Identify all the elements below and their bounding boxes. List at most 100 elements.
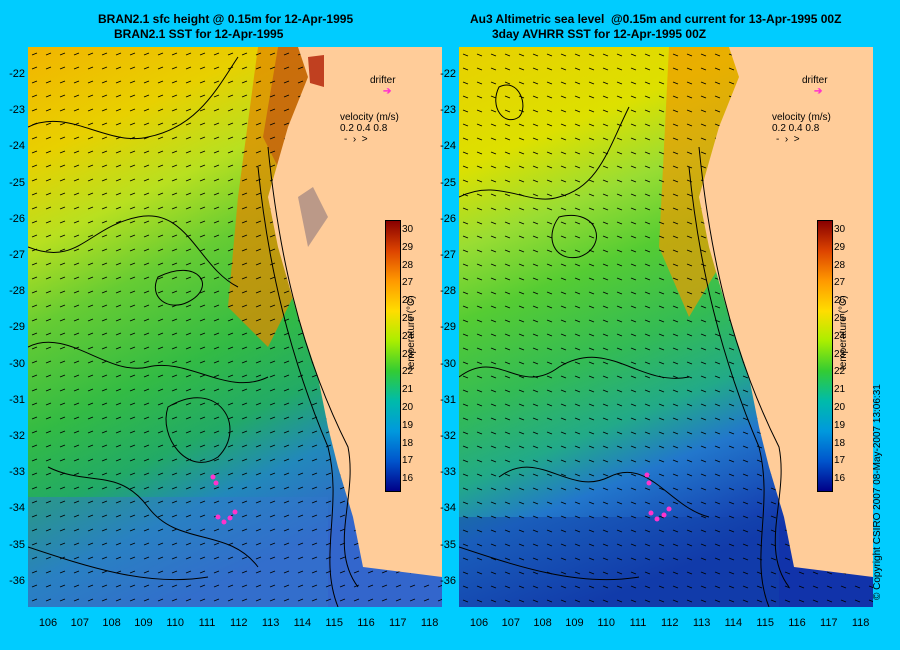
left-lat-label: -34: [3, 502, 25, 514]
right-colorbar-tick: 30: [834, 224, 845, 235]
right-lon-label: 106: [464, 617, 494, 629]
left-colorbar-tick: 26: [402, 295, 413, 306]
right-colorbar-tick: 18: [834, 438, 845, 449]
right-lon-label: 115: [750, 617, 780, 629]
left-lon-label: 117: [383, 617, 413, 629]
left-colorbar-tick: 25: [402, 313, 413, 324]
left-colorbar-tick: 23: [402, 349, 413, 360]
right-lat-label: -33: [434, 466, 456, 478]
left-lat-label: -32: [3, 430, 25, 442]
right-lon-label: 117: [814, 617, 844, 629]
left-lon-label: 118: [415, 617, 445, 629]
left-colorbar-tick: 24: [402, 331, 413, 342]
right-colorbar-tick: 25: [834, 313, 845, 324]
left-lon-label: 109: [128, 617, 158, 629]
left-colorbar-tick: 20: [402, 402, 413, 413]
right-drifter-label: drifter: [802, 75, 828, 86]
right-velocity-arrows-icon: ‐ › >: [776, 134, 800, 145]
right-lat-label: -22: [434, 68, 456, 80]
left-colorbar-tick: 28: [402, 260, 413, 271]
right-lat-label: -29: [434, 321, 456, 333]
right-lat-label: -36: [434, 575, 456, 587]
left-lat-label: -35: [3, 539, 25, 551]
right-lon-label: 111: [623, 617, 653, 629]
right-lat-label: -27: [434, 249, 456, 261]
right-lat-label: -28: [434, 285, 456, 297]
right-colorbar-tick: 29: [834, 242, 845, 253]
left-lat-label: -33: [3, 466, 25, 478]
left-colorbar-tick: 22: [402, 366, 413, 377]
right-colorbar-tick: 19: [834, 420, 845, 431]
left-lat-label: -28: [3, 285, 25, 297]
left-lon-label: 114: [287, 617, 317, 629]
right-lat-label: -24: [434, 140, 456, 152]
right-lon-label: 114: [718, 617, 748, 629]
right-title-line1: Au3 Altimetric sea level @0.15m and curr…: [470, 12, 841, 27]
left-lon-label: 113: [256, 617, 286, 629]
right-drifter-icon: ➔: [814, 86, 822, 97]
left-colorbar-tick: 30: [402, 224, 413, 235]
right-colorbar-tick: 22: [834, 366, 845, 377]
right-colorbar-tick: 24: [834, 331, 845, 342]
right-colorbar-tick: 26: [834, 295, 845, 306]
right-colorbar-tick: 28: [834, 260, 845, 271]
left-lon-label: 115: [319, 617, 349, 629]
left-lat-label: -31: [3, 394, 25, 406]
right-lon-label: 108: [528, 617, 558, 629]
right-lat-label: -30: [434, 358, 456, 370]
right-colorbar-tick: 27: [834, 277, 845, 288]
left-lat-label: -24: [3, 140, 25, 152]
right-lon-label: 109: [559, 617, 589, 629]
right-colorbar-tick: 20: [834, 402, 845, 413]
left-lon-label: 110: [160, 617, 190, 629]
right-lat-label: -26: [434, 213, 456, 225]
left-colorbar-tick: 18: [402, 438, 413, 449]
left-lat-label: -29: [3, 321, 25, 333]
right-lat-label: -32: [434, 430, 456, 442]
left-lat-label: -36: [3, 575, 25, 587]
left-colorbar-tick: 19: [402, 420, 413, 431]
left-lon-label: 111: [192, 617, 222, 629]
right-lon-label: 118: [846, 617, 876, 629]
right-lon-label: 112: [655, 617, 685, 629]
right-colorbar-tick: 21: [834, 384, 845, 395]
left-lat-label: -30: [3, 358, 25, 370]
right-lon-label: 107: [496, 617, 526, 629]
right-colorbar-tick: 16: [834, 473, 845, 484]
left-lat-label: -22: [3, 68, 25, 80]
left-colorbar: [385, 220, 401, 492]
right-lat-label: -23: [434, 104, 456, 116]
left-colorbar-tick: 27: [402, 277, 413, 288]
right-title-line2: 3day AVHRR SST for 12-Apr-1995 00Z: [492, 27, 706, 42]
left-velocity-arrows-icon: ‐ › >: [344, 134, 368, 145]
left-drifter-label: drifter: [370, 75, 396, 86]
left-colorbar-tick: 17: [402, 455, 413, 466]
left-lon-label: 106: [33, 617, 63, 629]
left-lon-label: 116: [351, 617, 381, 629]
left-title-line2: BRAN2.1 SST for 12-Apr-1995: [114, 27, 283, 42]
left-lat-label: -23: [3, 104, 25, 116]
right-colorbar: [817, 220, 833, 492]
left-lon-label: 112: [224, 617, 254, 629]
left-lat-label: -27: [3, 249, 25, 261]
left-lon-label: 108: [97, 617, 127, 629]
right-colorbar-tick: 17: [834, 455, 845, 466]
right-lat-label: -35: [434, 539, 456, 551]
left-colorbar-tick: 29: [402, 242, 413, 253]
left-title-line1: BRAN2.1 sfc height @ 0.15m for 12-Apr-19…: [98, 12, 353, 27]
right-colorbar-tick: 23: [834, 349, 845, 360]
right-lon-label: 113: [687, 617, 717, 629]
left-colorbar-tick: 16: [402, 473, 413, 484]
right-lat-label: -34: [434, 502, 456, 514]
right-lat-label: -25: [434, 177, 456, 189]
left-drifter-icon: ➔: [383, 86, 391, 97]
left-velocity-values: 0.2 0.4 0.8: [340, 123, 387, 134]
left-velocity-label: velocity (m/s): [340, 112, 399, 123]
right-lon-label: 110: [591, 617, 621, 629]
left-colorbar-tick: 21: [402, 384, 413, 395]
right-velocity-label: velocity (m/s): [772, 112, 831, 123]
left-lat-label: -26: [3, 213, 25, 225]
copyright-credit: © Copyright CSIRO 2007 08-May-2007 13:06…: [872, 384, 883, 600]
right-velocity-values: 0.2 0.4 0.8: [772, 123, 819, 134]
right-lat-label: -31: [434, 394, 456, 406]
